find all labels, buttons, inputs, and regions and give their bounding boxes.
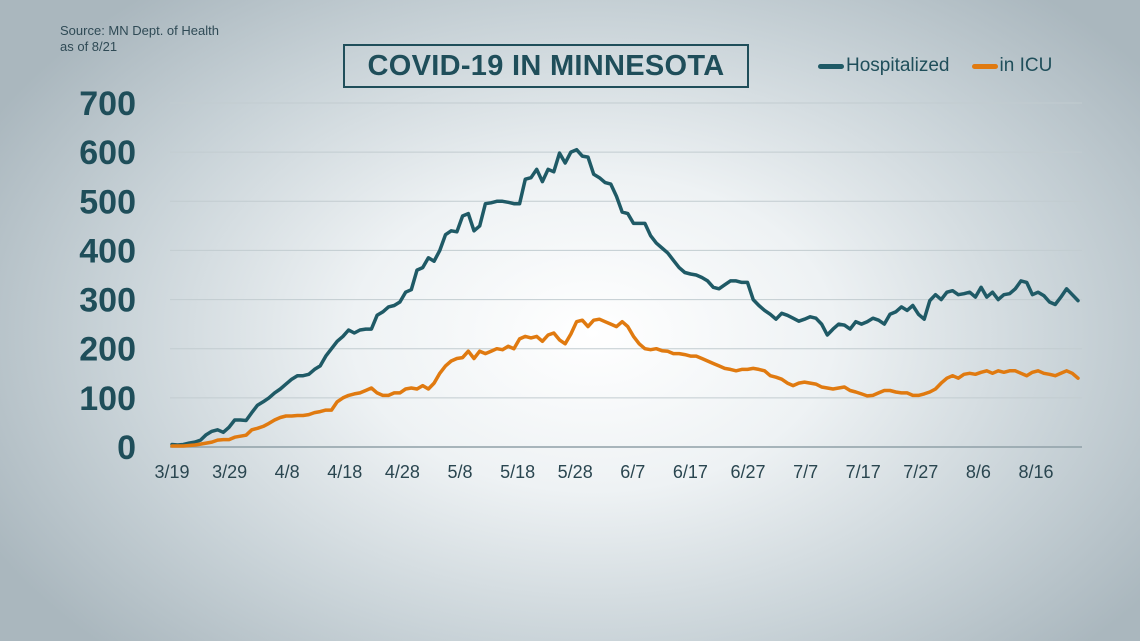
- legend-label: Hospitalized: [846, 55, 950, 76]
- x-axis-tick-labels: 3/19 3/29 4/8 4/18 4/28 5/8 5/18 5/28 6/7 6/17 6/2…: [154, 462, 1053, 482]
- y-tick-label: 100: [79, 380, 136, 418]
- y-tick-label: 200: [79, 331, 136, 369]
- y-tick-label: 600: [79, 134, 136, 172]
- x-tick-label: 8/16: [1018, 462, 1053, 482]
- x-tick-label: 6/27: [730, 462, 765, 482]
- y-tick-label: 300: [79, 282, 136, 320]
- y-tick-label: 500: [79, 183, 136, 221]
- y-tick-label: 700: [79, 85, 136, 123]
- y-tick-label: 0: [117, 429, 136, 467]
- source-line: Source: MN Dept. of Health: [60, 23, 219, 38]
- x-tick-label: 5/18: [500, 462, 535, 482]
- x-tick-label: 7/17: [846, 462, 881, 482]
- legend-label: in ICU: [999, 55, 1053, 76]
- x-tick-label: 4/8: [275, 462, 300, 482]
- source-note: Source: MN Dept. of Health as of 8/21: [60, 23, 219, 55]
- series-line-hospitalized: [170, 147, 1080, 447]
- x-tick-label: 7/7: [793, 462, 818, 482]
- x-tick-label: 4/28: [385, 462, 420, 482]
- x-tick-label: 3/19: [154, 462, 189, 482]
- series-lines: [170, 147, 1080, 448]
- as-of-date: as of 8/21: [60, 39, 118, 54]
- x-tick-label: 5/28: [558, 462, 593, 482]
- x-tick-label: 7/27: [903, 462, 938, 482]
- chart-title: COVID-19 IN MINNESOTA: [343, 44, 749, 88]
- x-tick-label: 3/29: [212, 462, 247, 482]
- x-tick-label: 4/18: [327, 462, 362, 482]
- y-tick-label: 400: [79, 232, 136, 270]
- x-tick-label: 8/6: [966, 462, 991, 482]
- x-tick-label: 6/7: [620, 462, 645, 482]
- legend-item: Hospitalized: [818, 55, 950, 77]
- legend-swatch: [818, 63, 844, 69]
- legend-swatch: [971, 63, 998, 69]
- gridlines: [170, 102, 1082, 448]
- x-tick-label: 5/8: [447, 462, 472, 482]
- series-line-in-icu: [170, 317, 1080, 448]
- legend-item: in ICU: [971, 55, 1053, 77]
- x-tick-label: 6/17: [673, 462, 708, 482]
- y-axis-tick-labels: 0 100 200 300 400 500 600 700: [79, 85, 136, 467]
- legend: Hospitalized in ICU: [818, 55, 1074, 77]
